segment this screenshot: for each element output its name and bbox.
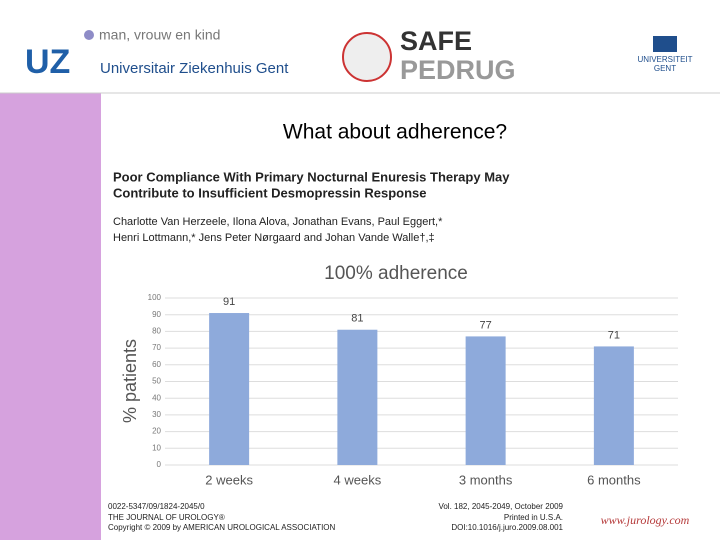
website: www.jurology.com [601, 513, 690, 527]
ugent-line: UNIVERSITEIT [637, 55, 692, 64]
chart-title: 100% adherence [324, 263, 468, 284]
y-tick-label: 70 [152, 343, 161, 352]
y-tick-label: 10 [152, 443, 161, 452]
footer-right: Printed in U.S.A. [504, 513, 563, 522]
y-tick-label: 80 [152, 327, 161, 336]
ugent-line: GENT [654, 64, 676, 73]
footer-left: THE JOURNAL OF UROLOGY® [108, 513, 225, 522]
bar [465, 336, 506, 465]
y-tick-label: 30 [152, 410, 161, 419]
uz-logo: UZ [25, 43, 70, 81]
hospital-name: Universitair Ziekenhuis Gent [100, 60, 289, 77]
tagline: man, vrouw en kind [99, 27, 220, 43]
y-tick-label: 0 [157, 460, 162, 469]
y-tick-label: 20 [152, 427, 161, 436]
pedrug-logo: PEDRUG [400, 55, 516, 85]
x-tick-label: 4 weeks [334, 472, 382, 487]
pedrug-icon [342, 32, 392, 82]
paper-authors: Charlotte Van Herzeele, Ilona Alova, Jon… [113, 216, 443, 228]
paper-title: Poor Compliance With Primary Nocturnal E… [113, 169, 510, 184]
bar [209, 313, 250, 465]
footer-left: Copyright © 2009 by AMERICAN UROLOGICAL … [108, 523, 336, 532]
y-tick-label: 40 [152, 393, 161, 402]
y-tick-label: 50 [152, 377, 161, 386]
y-tick-label: 60 [152, 360, 161, 369]
data-label: 71 [608, 329, 620, 341]
paper-title: Contribute to Insufficient Desmopressin … [113, 185, 427, 200]
bar [337, 329, 378, 465]
footer-left: 0022-5347/09/1824-2045/0 [108, 502, 205, 511]
data-label: 81 [351, 313, 363, 325]
data-label: 77 [480, 319, 492, 331]
safe-logo: SAFE [400, 26, 472, 56]
footer-right: Vol. 182, 2045-2049, October 2009 [438, 502, 563, 511]
x-tick-label: 6 months [587, 472, 641, 487]
slide-title: What about adherence? [283, 121, 507, 144]
y-axis-label: % patients [120, 339, 140, 423]
ugent-icon [653, 36, 677, 52]
x-tick-label: 3 months [459, 472, 513, 487]
footer-right: DOI:10.1016/j.juro.2009.08.001 [451, 523, 563, 532]
side-strip [0, 93, 101, 540]
bar [593, 346, 634, 465]
x-tick-label: 2 weeks [205, 472, 253, 487]
tagline-dot [84, 30, 94, 40]
paper-authors: Henri Lottmann,* Jens Peter Nørgaard and… [113, 232, 435, 244]
data-label: 91 [223, 296, 235, 308]
y-tick-label: 100 [148, 293, 162, 302]
y-tick-label: 90 [152, 310, 161, 319]
